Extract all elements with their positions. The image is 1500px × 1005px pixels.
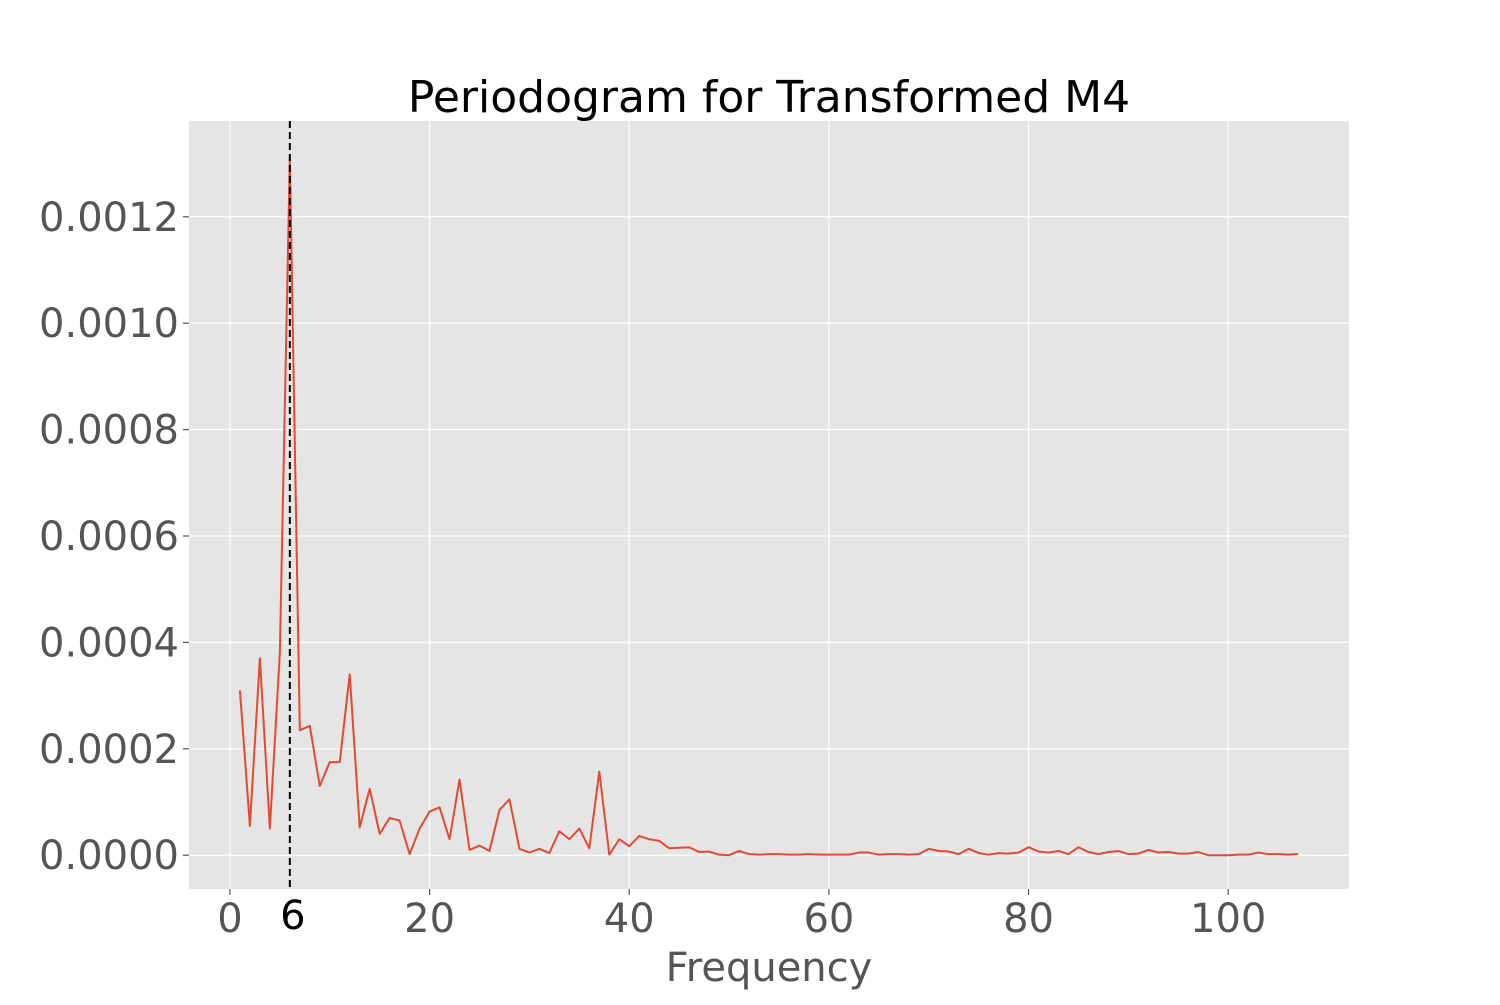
y-tick-label: 0.0004: [39, 620, 179, 666]
y-tick-label: 0.0008: [39, 408, 179, 454]
peak-frequency-label: 6: [280, 893, 305, 939]
x-tick-label: 100: [1190, 896, 1266, 942]
y-tick-label: 0.0002: [39, 727, 179, 773]
periodogram-line: [238, 157, 1299, 857]
y-axis-ticks: 0.0000 0.0002 0.0004 0.0006 0.0008 0.0010 0.00…: [39, 195, 189, 879]
annotation-layer: 6: [280, 121, 306, 939]
plot-background: [189, 121, 1349, 889]
grid-lines: [189, 121, 1349, 889]
y-tick-label: 0.0010: [39, 301, 179, 347]
chart-title: Periodogram for Transformed M4: [408, 72, 1130, 123]
x-axis-label: Frequency: [666, 945, 873, 991]
x-tick-label: 40: [604, 896, 655, 942]
x-tick-label: 0: [217, 896, 242, 942]
y-tick-label: 0.0012: [39, 195, 179, 241]
y-tick-label: 0.0006: [39, 514, 179, 560]
x-tick-label: 80: [1003, 896, 1054, 942]
x-tick-label: 60: [803, 896, 854, 942]
y-tick-label: 0.0000: [39, 833, 179, 879]
series-layer: [238, 157, 1299, 857]
x-tick-label: 20: [404, 896, 455, 942]
x-axis-ticks: 0 20 40 60 80 100: [217, 889, 1266, 942]
